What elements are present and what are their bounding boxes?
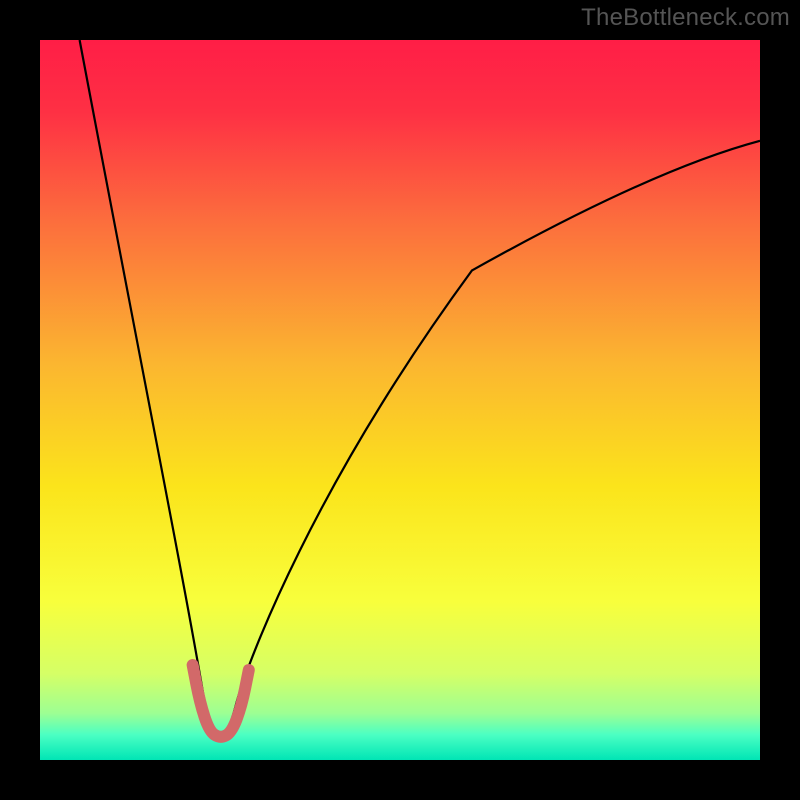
watermark-text: TheBottleneck.com (581, 4, 790, 32)
bottleneck-chart (0, 0, 800, 800)
chart-frame: TheBottleneck.com (0, 0, 800, 800)
